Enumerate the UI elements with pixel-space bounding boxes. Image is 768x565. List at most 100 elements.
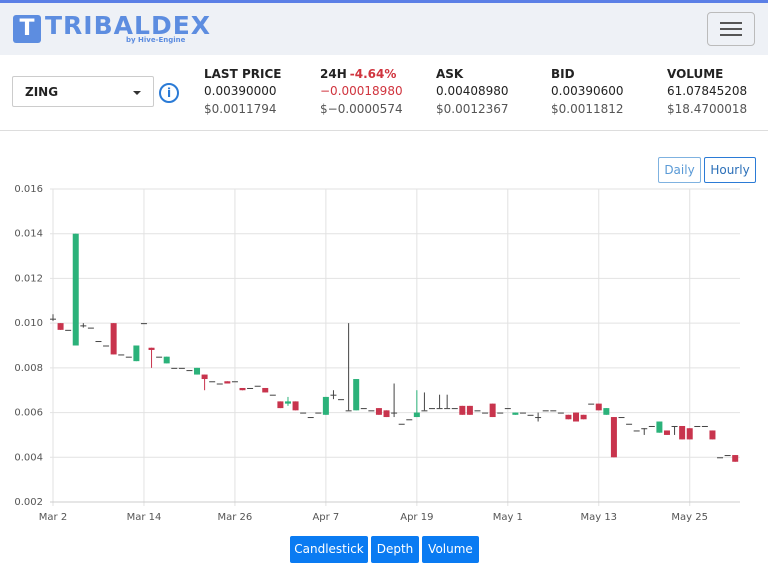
stat-column: 24H -4.64% −0.00018980 $−0.0000574 — [320, 67, 403, 116]
candle-body — [618, 417, 625, 419]
candle-body — [717, 457, 724, 459]
candle-body — [322, 396, 329, 415]
stat-label: 24H -4.64% — [320, 67, 403, 84]
hourly-button[interactable]: Hourly — [704, 157, 756, 183]
logo[interactable]: TRIBALDEX — [45, 11, 212, 40]
separator — [0, 130, 768, 131]
depth-tab[interactable]: Depth — [371, 536, 419, 563]
stat-label-text: ASK — [436, 67, 464, 81]
candle-body — [588, 403, 595, 405]
candle-body — [353, 379, 360, 411]
candle-body — [171, 367, 178, 369]
chart: 0.002 0.004 0.006 0.008 0.010 0.012 0.014 0.016… — [14, 184, 740, 523]
y-tick-label: 0.014 — [14, 229, 43, 240]
stat-label: LAST PRICE — [204, 67, 281, 84]
stat-value: 0.00390600 — [551, 84, 624, 98]
daily-button[interactable]: Daily — [658, 157, 701, 183]
candle-body — [732, 455, 739, 462]
candle-body — [383, 410, 390, 418]
candle-body — [626, 423, 633, 425]
candle-body — [512, 412, 519, 415]
candle-body — [679, 425, 686, 440]
x-tick-label: May 13 — [580, 512, 617, 523]
stat-usd: $0.0011812 — [551, 102, 624, 116]
candle-body — [663, 430, 670, 435]
stat-label: VOLUME — [667, 67, 747, 84]
candle-body — [474, 410, 481, 412]
candle-body — [391, 412, 398, 414]
candle-body — [459, 405, 466, 415]
candle-body — [269, 394, 276, 396]
candle-body — [686, 428, 693, 440]
candle-body — [701, 425, 708, 427]
candle-body — [186, 370, 193, 372]
candle-body — [125, 356, 132, 358]
candle-body — [133, 345, 140, 362]
menu-button[interactable] — [707, 12, 755, 46]
info-icon[interactable]: i — [159, 83, 179, 103]
candle-body — [694, 425, 701, 427]
stat-usd: $0.0012367 — [436, 102, 509, 116]
x-tick-label: Mar 2 — [39, 512, 67, 523]
candle-body — [284, 401, 291, 404]
candle-body — [80, 325, 87, 327]
candlestick-tab[interactable]: Candlestick — [290, 536, 368, 563]
candle-body — [156, 356, 163, 358]
stat-usd: $18.4700018 — [667, 102, 748, 116]
candle-body — [573, 412, 580, 422]
stat-label: BID — [551, 67, 624, 84]
stat-value: 0.00390000 — [204, 84, 277, 98]
candle-body — [641, 428, 648, 430]
candle-body — [436, 408, 443, 410]
y-tick-label: 0.012 — [14, 273, 43, 284]
stat-label-text: VOLUME — [667, 67, 724, 81]
candle-body — [656, 421, 663, 433]
candle-body — [65, 329, 72, 331]
candle-body — [368, 410, 375, 412]
candle-body — [489, 403, 496, 418]
candle-body — [277, 401, 284, 409]
candle-body — [580, 414, 587, 420]
candle-body — [375, 408, 382, 415]
candle-body — [610, 417, 617, 458]
stat-label-text: LAST PRICE — [204, 67, 282, 81]
x-tick-label: Apr 7 — [312, 512, 339, 523]
candle-body — [451, 408, 458, 410]
candle-body — [254, 385, 261, 387]
candle-body — [209, 381, 216, 383]
stat-usd: $−0.0000574 — [320, 102, 403, 116]
candle-body — [633, 430, 640, 432]
x-tick-label: Apr 19 — [400, 512, 433, 523]
candle-body — [87, 327, 94, 329]
candle-body — [178, 367, 185, 369]
volume-tab[interactable]: Volume — [422, 536, 479, 563]
candle-body — [216, 383, 223, 385]
y-tick-label: 0.004 — [14, 452, 43, 463]
stat-label: ASK — [436, 67, 509, 84]
stat-value: 61.07845208 — [667, 84, 748, 98]
candle-body — [724, 455, 731, 457]
stat-value: 0.00408980 — [436, 84, 509, 98]
candle-body — [527, 414, 534, 416]
x-tick-label: Mar 14 — [127, 512, 162, 523]
candle-body — [50, 318, 56, 320]
x-tick-label: May 1 — [493, 512, 523, 523]
candle-body — [466, 405, 473, 415]
candle-body — [103, 345, 110, 347]
candle-body — [557, 412, 564, 414]
candle-body — [497, 412, 504, 414]
candle-body — [603, 408, 610, 415]
candle-body — [542, 410, 549, 412]
candle-body — [398, 423, 405, 425]
candle-body — [224, 381, 231, 384]
y-tick-label: 0.008 — [14, 363, 43, 374]
token-select[interactable]: ZING — [12, 76, 154, 107]
y-tick-label: 0.006 — [14, 408, 43, 419]
candle-body — [429, 408, 435, 410]
candle-body — [413, 412, 420, 418]
x-tick-label: May 25 — [671, 512, 708, 523]
candle-body — [140, 323, 147, 325]
candle-body — [550, 410, 557, 412]
logo-icon[interactable]: T — [13, 15, 41, 43]
